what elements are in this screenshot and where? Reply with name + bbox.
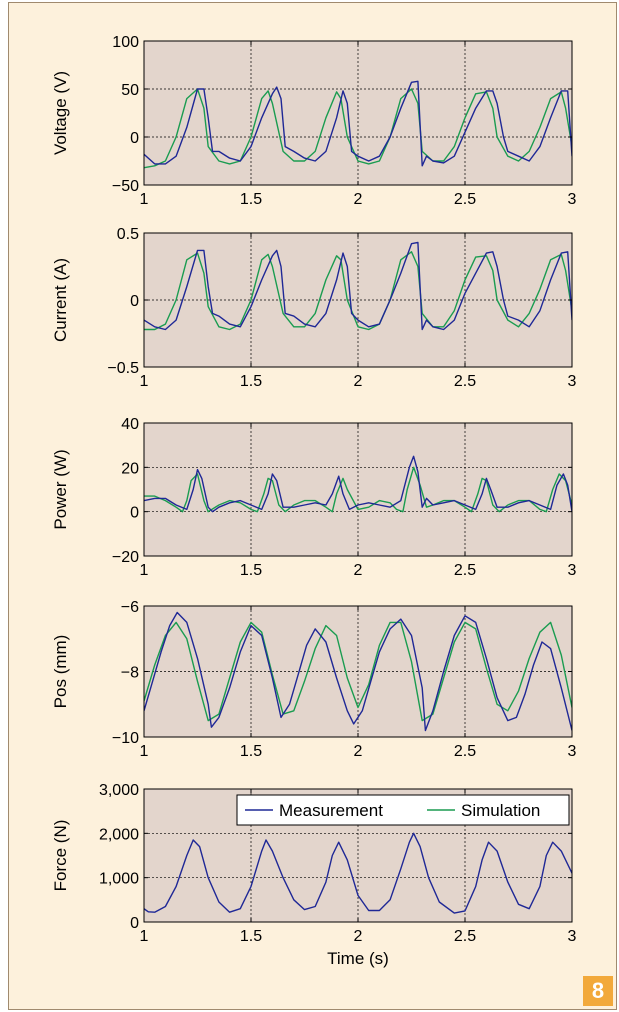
x-tick-label: 1 bbox=[140, 191, 149, 208]
x-tick-label: 3 bbox=[568, 562, 577, 579]
series-line-simulation bbox=[144, 88, 572, 169]
y-tick-label: 20 bbox=[121, 460, 139, 477]
x-tick-label: 2 bbox=[354, 191, 363, 208]
chart-1: 1 1.5 2 2.5 3 100 50 0 −50 Voltage (V) bbox=[51, 34, 577, 208]
y-tick-label: 1,000 bbox=[99, 871, 139, 888]
y-axis-label: Current (A) bbox=[51, 258, 70, 342]
x-tick-label: 1.5 bbox=[240, 743, 262, 760]
x-tick-label: 3 bbox=[568, 928, 577, 945]
y-tick-label: −10 bbox=[112, 730, 139, 747]
series-line-measurement bbox=[144, 455, 572, 513]
x-axis-label: Time (s) bbox=[327, 949, 389, 968]
x-tick-label: 2.5 bbox=[454, 562, 476, 579]
y-tick-label: −20 bbox=[112, 549, 139, 566]
x-tick-label: 3 bbox=[568, 191, 577, 208]
x-tick-label: 2.5 bbox=[454, 743, 476, 760]
y-axis-label: Force (N) bbox=[51, 820, 70, 892]
y-tick-label: 2,000 bbox=[99, 826, 139, 843]
y-tick-label: 0 bbox=[130, 505, 139, 522]
x-tick-label: 1 bbox=[140, 928, 149, 945]
x-tick-label: 1.5 bbox=[240, 373, 262, 390]
x-tick-label: 3 bbox=[568, 373, 577, 390]
series-line-measurement bbox=[144, 80, 572, 167]
x-tick-label: 2 bbox=[354, 373, 363, 390]
x-tick-label: 1 bbox=[140, 373, 149, 390]
y-tick-label: 50 bbox=[121, 82, 139, 99]
x-tick-label: 1.5 bbox=[240, 562, 262, 579]
x-tick-label: 2.5 bbox=[454, 928, 476, 945]
y-tick-label: 0 bbox=[130, 130, 139, 147]
x-tick-label: 1 bbox=[140, 562, 149, 579]
x-tick-label: 1.5 bbox=[240, 928, 262, 945]
chart-3: 1 1.5 2 2.5 3 40 20 0 −20 Power (W) bbox=[51, 416, 577, 579]
figure-number-badge: 8 bbox=[583, 976, 613, 1006]
series-line-simulation bbox=[144, 466, 572, 513]
x-tick-label: 2 bbox=[354, 743, 363, 760]
x-tick-label: 3 bbox=[568, 743, 577, 760]
y-tick-label: −8 bbox=[121, 665, 139, 682]
y-axis-label: Power (W) bbox=[51, 449, 70, 529]
plot-area bbox=[144, 423, 572, 556]
x-tick-label: 2.5 bbox=[454, 191, 476, 208]
y-tick-label: 3,000 bbox=[99, 782, 139, 799]
legend-box bbox=[236, 794, 570, 826]
y-tick-label: 0.5 bbox=[117, 226, 139, 243]
y-tick-label: −50 bbox=[112, 178, 139, 195]
y-tick-label: 0 bbox=[130, 915, 139, 932]
x-tick-label: 2.5 bbox=[454, 373, 476, 390]
y-axis-label: Pos (mm) bbox=[51, 635, 70, 709]
legend-label-measurement: Measurement bbox=[279, 801, 383, 820]
series-line-measurement bbox=[144, 832, 572, 914]
y-tick-label: 0 bbox=[130, 293, 139, 310]
series-line-measurement bbox=[144, 241, 572, 331]
x-tick-label: 2 bbox=[354, 562, 363, 579]
y-tick-label: 40 bbox=[121, 416, 139, 433]
figure-panel: 1 1.5 2 2.5 3 100 50 0 −50 Voltage (V) 1 1.5 2 2.5 3 0.… bbox=[8, 2, 617, 1010]
y-axis-label: Voltage (V) bbox=[51, 71, 70, 155]
x-tick-label: 2 bbox=[354, 928, 363, 945]
series-line-simulation bbox=[144, 251, 572, 331]
series-line-measurement bbox=[144, 611, 572, 732]
chart-4: 1 1.5 2 2.5 3 −6 −8 −10 Pos (mm) bbox=[51, 599, 577, 760]
y-tick-label: 100 bbox=[112, 34, 139, 51]
legend: Measurement Simulation bbox=[236, 794, 570, 826]
y-tick-label: −0.5 bbox=[107, 360, 139, 377]
legend-label-simulation: Simulation bbox=[461, 801, 540, 820]
x-tick-label: 1 bbox=[140, 743, 149, 760]
x-tick-label: 1.5 bbox=[240, 191, 262, 208]
y-tick-label: −6 bbox=[121, 599, 139, 616]
chart-2: 1 1.5 2 2.5 3 0.5 0 −0.5 Current (A) bbox=[51, 226, 577, 390]
